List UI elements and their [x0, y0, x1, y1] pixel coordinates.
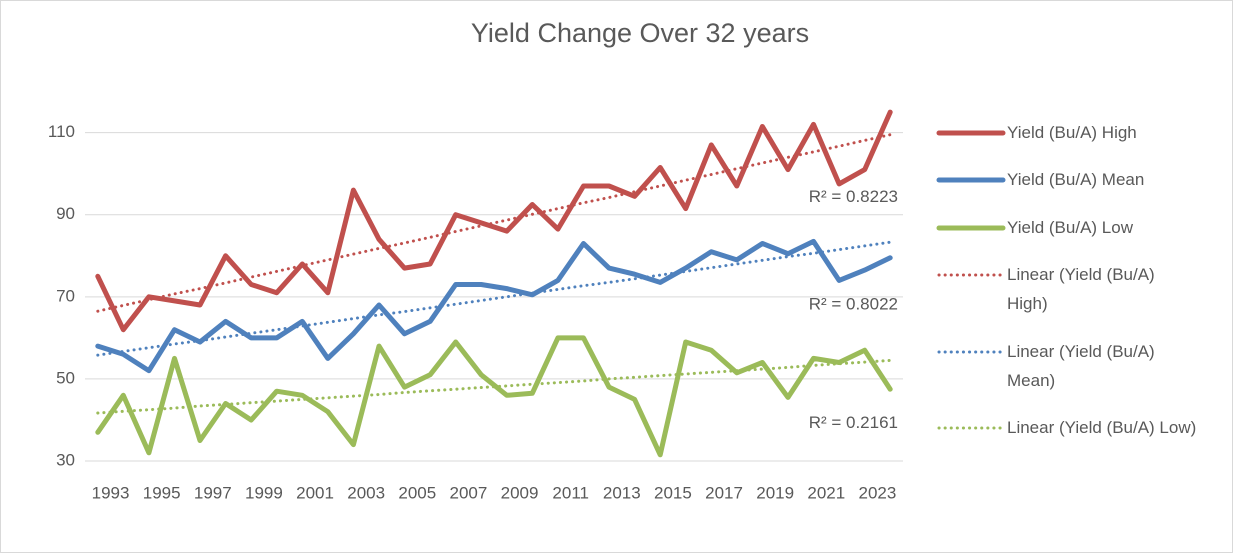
y-tick-label: 90 — [56, 204, 75, 223]
data-line — [95, 238, 893, 374]
legend-swatch — [937, 273, 1005, 277]
x-tick-label: 2023 — [859, 483, 897, 502]
legend-item: Yield (Bu/A) Mean — [935, 169, 1215, 194]
x-tick-label: 2001 — [296, 483, 334, 502]
x-tick-label: 1997 — [194, 483, 232, 502]
r-squared-label: R² = 0.2161 — [809, 413, 898, 432]
legend-item: Linear (Yield (Bu/A) Low) — [935, 417, 1215, 442]
x-tick-label: 2019 — [756, 483, 794, 502]
r-squared-label: R² = 0.8022 — [809, 295, 898, 314]
legend-swatch — [936, 225, 1006, 231]
x-tick-label: 2007 — [450, 483, 488, 502]
x-tick-label: 2021 — [807, 483, 845, 502]
legend-item: Yield (Bu/A) Low — [935, 217, 1215, 242]
x-tick-label: 2011 — [552, 483, 589, 502]
legend-swatch — [937, 350, 1005, 354]
trend-line — [96, 358, 892, 415]
legend-label: Yield (Bu/A) Mean — [1007, 170, 1145, 190]
legend-swatch — [936, 177, 1006, 183]
legend-label: Yield (Bu/A) Low — [1007, 217, 1133, 237]
legend-label: Linear (Yield (Bu/A) Low) — [1007, 417, 1197, 437]
x-tick-label: 2003 — [347, 483, 385, 502]
legend-label: Linear (Yield (Bu/A) Mean) — [1007, 341, 1155, 390]
x-tick-label: 2017 — [705, 483, 743, 502]
x-tick-label: 1999 — [245, 483, 283, 502]
legend-label: Linear (Yield (Bu/A) High) — [1007, 265, 1155, 314]
legend: Yield (Bu/A) High Yield (Bu/A) Mean Yield … — [935, 122, 1215, 442]
r-squared-label: R² = 0.8223 — [809, 187, 898, 206]
x-tick-label: 2013 — [603, 483, 641, 502]
data-line — [95, 335, 893, 458]
y-tick-label: 70 — [56, 286, 75, 305]
chart-title: Yield Change Over 32 years — [471, 18, 809, 48]
x-tick-label: 2015 — [654, 483, 692, 502]
data-line — [95, 109, 893, 333]
x-tick-label: 1993 — [92, 483, 130, 502]
trend-line — [96, 240, 892, 357]
legend-item: Linear (Yield (Bu/A) Mean) — [935, 341, 1215, 395]
legend-item: Yield (Bu/A) High — [935, 122, 1215, 147]
legend-swatch — [937, 426, 1005, 430]
trend-line — [96, 133, 892, 313]
x-tick-label: 2005 — [398, 483, 436, 502]
legend-label: Yield (Bu/A) High — [1007, 123, 1137, 142]
x-tick-label: 1995 — [143, 483, 181, 502]
legend-item: Linear (Yield (Bu/A) High) — [935, 264, 1215, 318]
y-tick-label: 110 — [48, 122, 75, 141]
y-tick-label: 30 — [56, 450, 75, 469]
x-tick-label: 2009 — [501, 483, 539, 502]
legend-swatch — [936, 130, 1006, 136]
y-tick-label: 50 — [56, 368, 75, 387]
